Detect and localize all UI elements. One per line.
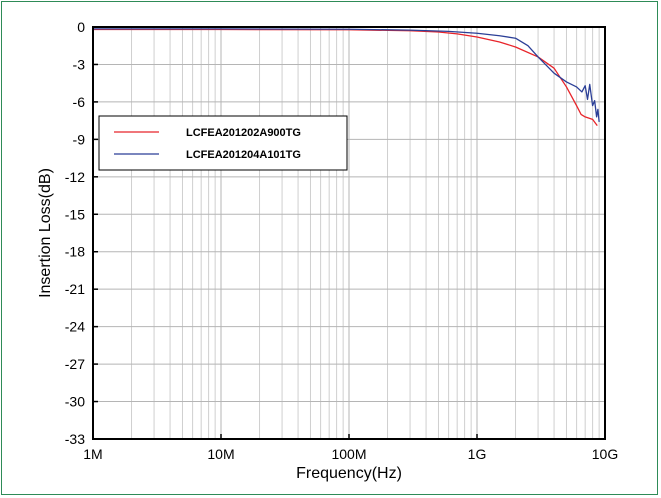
y-tick-label: -9 xyxy=(73,131,86,147)
series-line-1 xyxy=(93,28,598,127)
legend: LCFEA201202A900TG LCFEA201204A101TG xyxy=(98,115,348,171)
y-tick-label: -21 xyxy=(65,281,85,297)
legend-label-2: LCFEA201204A101TG xyxy=(186,149,301,161)
y-tick-label: -12 xyxy=(65,169,85,185)
y-tick-label: -33 xyxy=(65,431,85,447)
x-tick-label: 1M xyxy=(83,446,102,462)
y-tick-label: -15 xyxy=(65,206,85,222)
x-tick-label: 10M xyxy=(207,446,234,462)
y-tick-label: 0 xyxy=(77,19,85,35)
y-tick-label: -18 xyxy=(65,244,85,260)
y-axis-title: Insertion Loss(dB) xyxy=(37,168,54,298)
x-tick-label: 1G xyxy=(468,446,487,462)
x-tick-label: 100M xyxy=(331,446,366,462)
x-tick-label: 10G xyxy=(592,446,618,462)
series-line-2 xyxy=(93,28,600,122)
y-tick-label: -24 xyxy=(65,319,85,335)
legend-box xyxy=(98,115,348,171)
grid-layer xyxy=(92,26,605,440)
x-axis-title: Frequency(Hz) xyxy=(296,465,402,482)
y-tick-label: -27 xyxy=(65,356,85,372)
series-layer xyxy=(93,28,600,127)
y-tick-label: -6 xyxy=(73,94,86,110)
legend-label-1: LCFEA201202A900TG xyxy=(186,127,301,139)
y-tick-label: -3 xyxy=(73,56,86,72)
y-tick-label: -30 xyxy=(65,394,85,410)
